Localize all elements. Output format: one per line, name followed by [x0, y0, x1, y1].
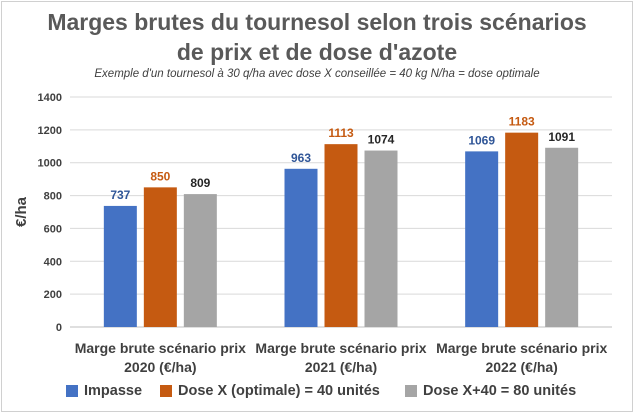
data-label-series-0-cat-1: 963 [291, 151, 311, 165]
y-tick-label-1000: 1000 [38, 158, 62, 170]
y-tick-label-600: 600 [44, 223, 62, 235]
legend-label-dose-x-40: Dose X+40 = 80 unités [423, 383, 577, 399]
x-category-label-0-line-0: Marge brute scénario prix [75, 340, 246, 356]
bar-series-0-cat-1 [284, 168, 318, 327]
legend-label-impasse: Impasse [84, 383, 143, 399]
x-category-label-2-line-1: 2022 (€/ha) [485, 359, 557, 375]
y-tick-label-1400: 1400 [38, 92, 62, 104]
chart-subtitle: Exemple d'un tournesol à 30 q/ha avec do… [94, 68, 540, 80]
bar-series-2-cat-1 [364, 150, 398, 327]
data-label-series-2-cat-1: 1074 [368, 133, 395, 147]
bar-series-0-cat-0 [103, 205, 137, 327]
legend-item-impasse: Impasse [66, 383, 142, 399]
y-tick-label-800: 800 [44, 191, 62, 203]
legend-swatch-impasse [66, 385, 78, 397]
legend-swatch-dose-x-40 [405, 385, 417, 397]
bar-series-2-cat-0 [183, 194, 217, 327]
data-label-series-0-cat-0: 737 [110, 188, 130, 202]
legend: Impasse Dose X (optimale) = 40 unités Do… [0, 383, 634, 407]
bar-series-1-cat-2 [505, 132, 539, 327]
data-label-series-1-cat-1: 1113 [328, 126, 354, 140]
bar-series-1-cat-1 [324, 144, 358, 327]
data-label-series-1-cat-0: 850 [150, 169, 170, 183]
data-label-series-2-cat-0: 809 [190, 176, 210, 190]
y-axis-label: €/ha [13, 196, 30, 227]
legend-item-dose-x-40: Dose X+40 = 80 unités [405, 383, 576, 399]
legend-item-dose-x: Dose X (optimale) = 40 unités [160, 383, 380, 399]
y-tick-label-1200: 1200 [38, 125, 62, 137]
y-tick-label-0: 0 [56, 322, 62, 334]
data-label-series-2-cat-2: 1091 [548, 130, 575, 144]
x-category-label-1-line-1: 2021 (€/ha) [305, 359, 377, 375]
x-category-label-0-line-1: 2020 (€/ha) [124, 359, 196, 375]
data-label-series-1-cat-2: 1183 [509, 115, 535, 129]
legend-label-dose-x: Dose X (optimale) = 40 unités [178, 383, 380, 399]
chart-title-line-1: Marges brutes du tournesol selon trois s… [47, 9, 587, 35]
legend-swatch-dose-x [160, 385, 172, 397]
y-tick-label-200: 200 [44, 289, 62, 301]
x-category-label-2-line-0: Marge brute scénario prix [436, 340, 607, 356]
bar-series-1-cat-0 [143, 187, 177, 327]
bar-series-2-cat-2 [545, 147, 579, 327]
bar-series-0-cat-2 [465, 151, 499, 327]
data-label-series-0-cat-2: 1069 [468, 133, 495, 147]
x-category-label-1-line-0: Marge brute scénario prix [255, 340, 426, 356]
chart-title-line-2: de prix et de dose d'azote [176, 39, 458, 65]
y-tick-label-400: 400 [44, 256, 62, 268]
